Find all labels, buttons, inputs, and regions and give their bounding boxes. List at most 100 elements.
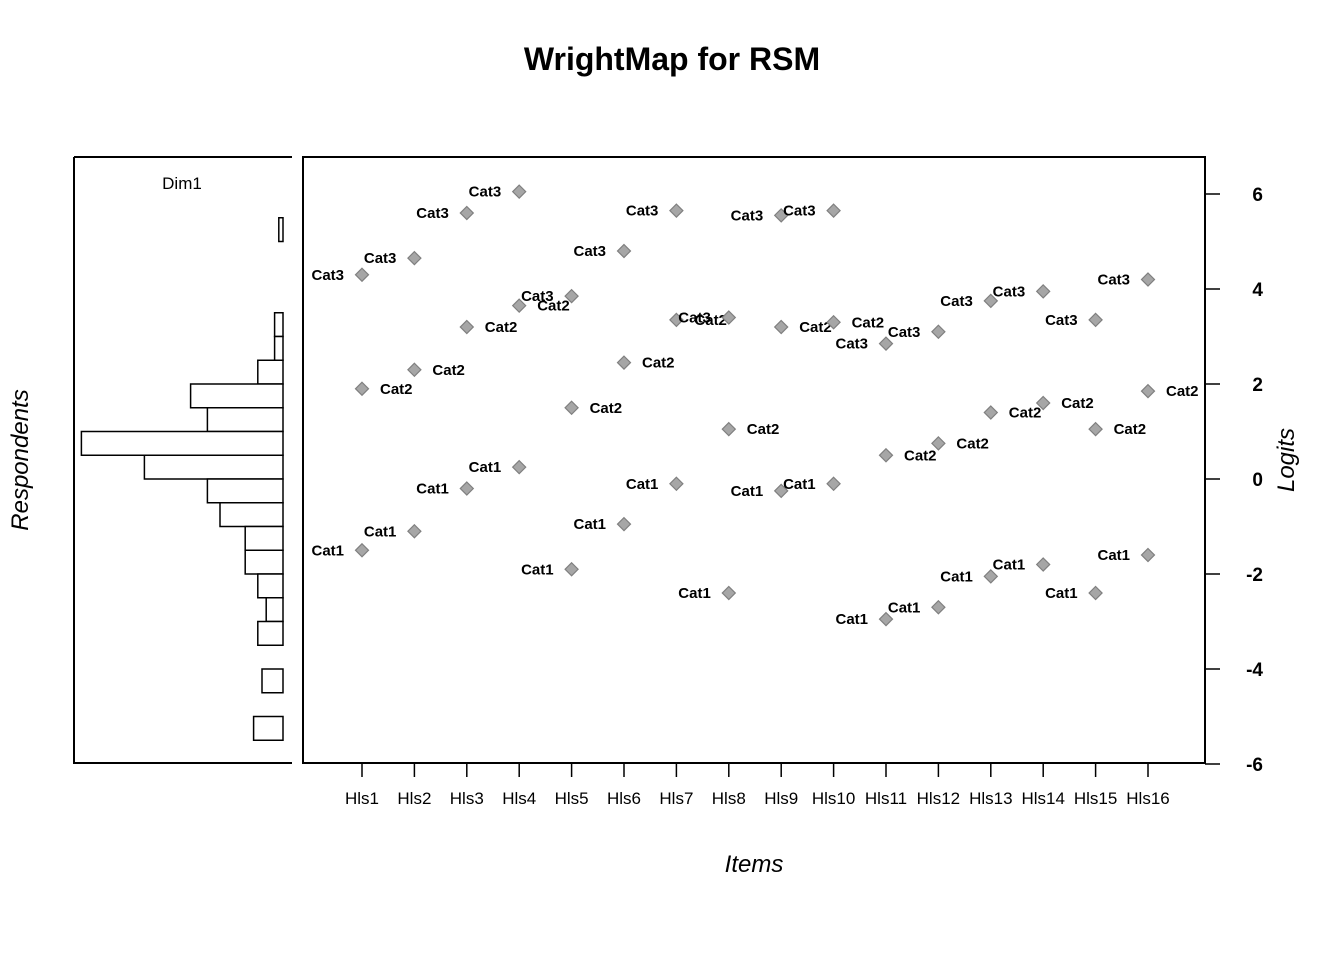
threshold-label: Cat1 (573, 516, 606, 533)
threshold-label: Cat2 (537, 298, 570, 315)
threshold-label: Cat1 (311, 542, 344, 559)
threshold-label: Cat1 (364, 523, 397, 540)
histogram-bar (261, 668, 284, 694)
threshold-point (826, 476, 841, 492)
threshold-point (721, 421, 737, 437)
threshold-label: Cat3 (783, 203, 816, 220)
threshold-point (878, 336, 894, 351)
left-axis-title: Respondents (7, 389, 34, 530)
threshold-point (459, 205, 475, 221)
x-tick-label: Hls4 (502, 789, 536, 808)
threshold-point (1035, 557, 1051, 572)
threshold-label: Cat2 (694, 312, 727, 329)
threshold-point (983, 569, 999, 584)
threshold-label: Cat2 (380, 381, 413, 398)
threshold-point (773, 208, 789, 223)
histogram-bar (244, 525, 284, 551)
threshold-point (511, 184, 527, 199)
threshold-point (1088, 312, 1103, 328)
threshold-label: Cat1 (469, 459, 502, 476)
person-panel-frame (73, 156, 292, 764)
threshold-label: Cat2 (799, 319, 832, 336)
threshold-point (931, 599, 946, 615)
threshold-label: Cat2 (904, 447, 937, 464)
threshold-label: Cat2 (642, 355, 675, 372)
threshold-label: Cat1 (1045, 585, 1078, 602)
x-tick-label: Hls7 (659, 789, 693, 808)
histogram-bar (206, 478, 284, 504)
threshold-label: Cat3 (521, 288, 554, 305)
histogram-bar (273, 312, 284, 338)
threshold-point (407, 523, 422, 539)
y-tick-label: -2 (1246, 565, 1263, 586)
histogram-bar (278, 217, 284, 243)
threshold-point (459, 481, 475, 496)
threshold-point (354, 381, 370, 397)
threshold-label: Cat3 (311, 267, 344, 284)
threshold-point (1140, 272, 1156, 287)
y-tick-label: -4 (1246, 660, 1263, 681)
threshold-point (1088, 585, 1103, 601)
threshold-point (773, 319, 789, 335)
threshold-point (1140, 383, 1156, 399)
threshold-label: Cat3 (888, 324, 921, 341)
threshold-point (511, 298, 527, 313)
threshold-label: Cat3 (678, 310, 711, 327)
y-tick-label: -6 (1246, 755, 1263, 776)
threshold-label: Cat2 (956, 435, 989, 452)
threshold-label: Cat2 (1061, 395, 1094, 412)
threshold-label: Cat3 (993, 283, 1026, 300)
threshold-label: Cat1 (626, 476, 659, 493)
threshold-label: Cat2 (852, 314, 885, 331)
x-tick-label: Hls14 (1021, 789, 1064, 808)
threshold-point (983, 293, 999, 309)
threshold-point (826, 314, 841, 330)
histogram-bar (257, 573, 284, 599)
x-tick-label: Hls2 (397, 789, 431, 808)
histogram-bar (244, 549, 284, 575)
histogram-bar (265, 597, 284, 623)
threshold-point (564, 561, 579, 577)
threshold-point (407, 250, 422, 266)
y-axis: -6 -4 -2 0 2 4 6 (1204, 185, 1263, 776)
threshold-label: Cat2 (1009, 405, 1042, 422)
threshold-label: Cat1 (940, 568, 973, 585)
threshold-point (721, 585, 737, 601)
threshold-point (983, 405, 999, 420)
y-tick-label: 0 (1252, 470, 1263, 491)
threshold-point (616, 516, 632, 532)
histogram-bar (143, 454, 284, 480)
histogram-bar (257, 359, 284, 385)
threshold-point (1035, 395, 1051, 411)
threshold-label: Cat1 (1097, 547, 1130, 564)
threshold-label: Cat3 (364, 250, 397, 267)
x-tick-label: Hls9 (764, 789, 798, 808)
threshold-point (669, 476, 684, 492)
threshold-point (878, 611, 894, 627)
threshold-label: Cat1 (783, 476, 816, 493)
threshold-label: Cat2 (747, 421, 780, 438)
threshold-label: Cat3 (573, 243, 606, 260)
threshold-point (564, 400, 579, 416)
x-tick-label: Hls8 (712, 789, 746, 808)
histogram-bar (273, 335, 284, 361)
x-tick-label: Hls12 (917, 789, 960, 808)
threshold-point (878, 447, 894, 463)
threshold-label: Cat1 (993, 557, 1026, 574)
histogram-bar (219, 502, 284, 528)
threshold-point (1088, 421, 1103, 437)
x-tick-label: Hls13 (969, 789, 1012, 808)
threshold-point (721, 310, 737, 325)
threshold-point (407, 362, 422, 378)
x-tick-label: Hls16 (1126, 789, 1169, 808)
x-tick-label: Hls11 (865, 789, 907, 808)
threshold-point (773, 483, 789, 499)
threshold-point (459, 319, 475, 335)
threshold-label: Cat2 (432, 362, 465, 379)
item-panel-frame (302, 156, 1206, 764)
y-tick-label: 4 (1252, 280, 1263, 301)
histogram-bar (189, 383, 284, 409)
histogram-bar (257, 620, 284, 646)
threshold-point (564, 288, 579, 304)
